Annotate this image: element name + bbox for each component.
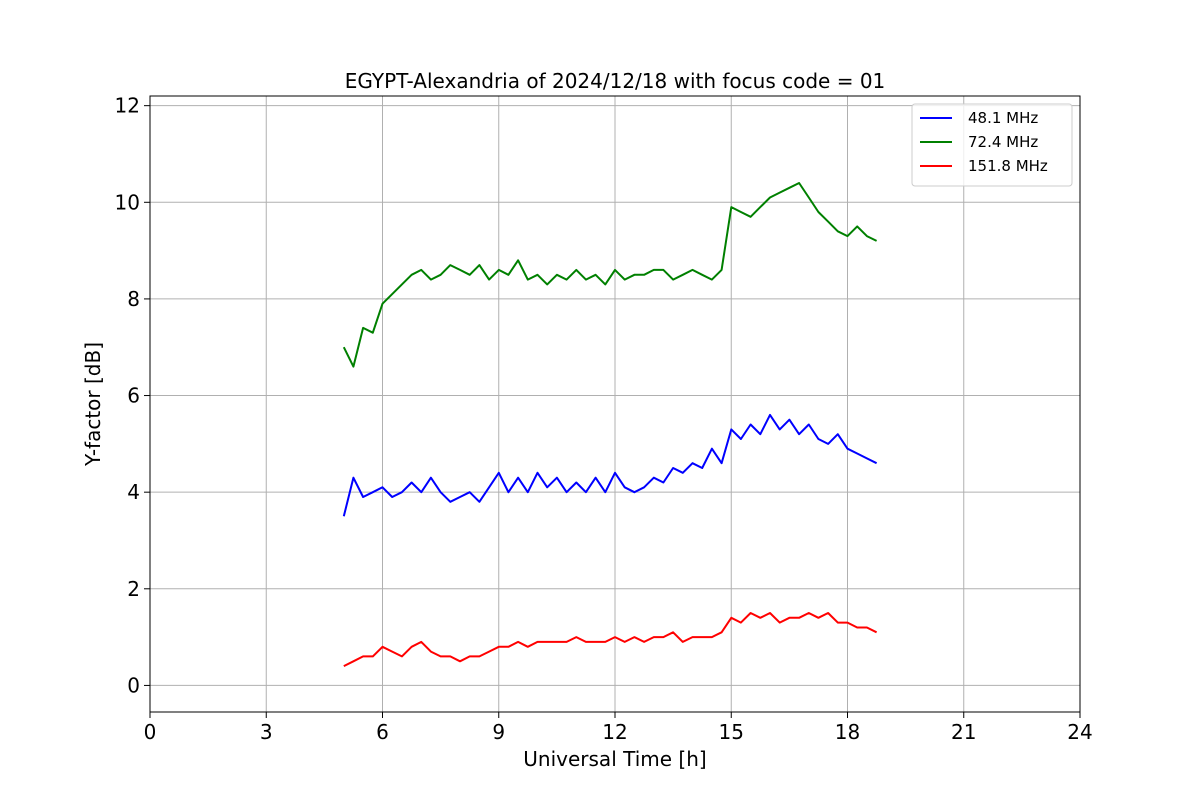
legend: 48.1 MHz 72.4 MHz 151.8 MHz (911, 103, 1073, 187)
y-tick-label: 2 (127, 577, 140, 601)
x-tick-label: 21 (951, 720, 976, 744)
x-tick-label: 24 (1067, 720, 1092, 744)
chart-title: EGYPT-Alexandria of 2024/12/18 with focu… (345, 69, 886, 93)
x-tick-label: 18 (835, 720, 860, 744)
y-tick-label: 4 (127, 480, 140, 504)
y-tick-label: 0 (127, 673, 140, 697)
legend-label: 151.8 MHz (968, 157, 1048, 175)
y-axis-label: Y-factor [dB] (81, 342, 105, 467)
y-tick-label: 6 (127, 384, 140, 408)
series-layer (342, 182, 878, 667)
series-line-1 (342, 413, 878, 517)
x-axis: 0 3 6 9 12 15 18 21 24 (144, 712, 1093, 744)
x-tick-label: 6 (376, 720, 389, 744)
x-tick-label: 9 (492, 720, 505, 744)
series-line-3 (343, 612, 878, 667)
legend-label: 72.4 MHz (968, 133, 1038, 151)
x-tick-label: 15 (719, 720, 744, 744)
x-tick-label: 3 (260, 720, 273, 744)
y-tick-label: 12 (115, 94, 140, 118)
series-line-2 (342, 182, 878, 368)
y-axis: 0 2 4 6 8 10 12 (115, 94, 150, 697)
x-axis-label: Universal Time [h] (523, 747, 706, 771)
y-tick-label: 8 (127, 287, 140, 311)
x-tick-label: 0 (144, 720, 157, 744)
x-tick-label: 12 (602, 720, 627, 744)
legend-label: 48.1 MHz (968, 109, 1038, 127)
y-tick-label: 10 (115, 190, 140, 214)
grid (149, 96, 1081, 712)
